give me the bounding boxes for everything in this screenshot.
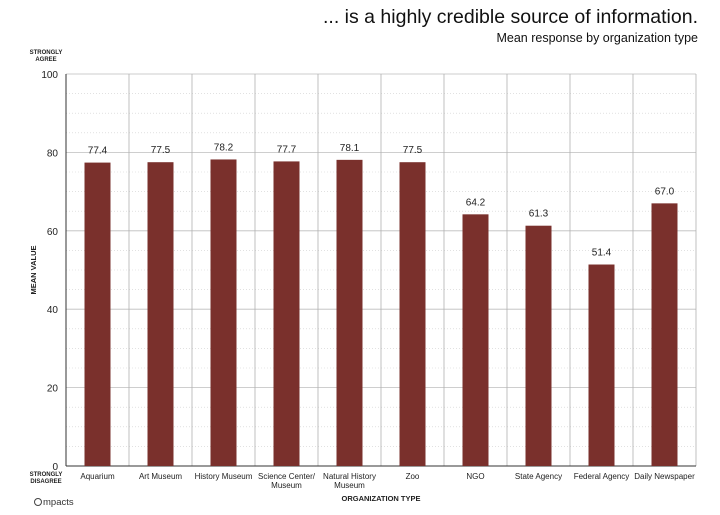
y-top-anchor-label: STRONGLY	[30, 50, 63, 56]
value-label: 61.3	[529, 209, 549, 220]
x-tick-label: History Museum	[195, 472, 253, 481]
y-bottom-anchor-label: DISAGREE	[30, 479, 61, 485]
y-tick-label: 20	[47, 384, 59, 395]
value-label: 77.5	[403, 145, 423, 156]
bar	[210, 159, 237, 466]
y-bottom-anchor-label: STRONGLY	[30, 472, 63, 478]
value-label: 78.1	[340, 143, 360, 154]
bar	[336, 159, 363, 466]
y-tick-label: 60	[47, 227, 59, 238]
x-tick-label: Daily Newspaper	[634, 472, 695, 481]
brand-text: mpacts	[43, 497, 74, 508]
x-tick-label: Science Center/	[258, 472, 316, 481]
bar	[588, 264, 615, 466]
value-label: 78.2	[214, 142, 234, 153]
x-tick-label: Federal Agency	[574, 472, 630, 481]
x-tick-label: Museum	[334, 481, 365, 490]
value-label: 77.4	[88, 146, 108, 157]
y-tick-label: 0	[52, 462, 58, 473]
x-tick-label: Zoo	[406, 472, 420, 481]
y-top-anchor-label: AGREE	[35, 57, 56, 63]
bar	[525, 225, 552, 466]
bar	[273, 161, 300, 466]
x-tick-label: NGO	[466, 472, 484, 481]
bar	[651, 203, 678, 467]
x-tick-label: Museum	[271, 481, 302, 490]
x-tick-label: State Agency	[515, 472, 562, 481]
chart-title: ... is a highly credible source of infor…	[322, 6, 698, 28]
logo-ring-icon	[34, 498, 42, 506]
bar	[462, 214, 489, 466]
value-label: 77.7	[277, 144, 297, 155]
x-axis-title: ORGANIZATION TYPE	[341, 494, 420, 503]
y-tick-label: 80	[47, 148, 59, 159]
bar	[84, 162, 111, 467]
bar	[399, 162, 426, 466]
brand-logo: mpacts	[34, 497, 74, 508]
value-label: 67.0	[655, 186, 675, 197]
value-label: 64.2	[466, 197, 486, 208]
bar	[147, 162, 174, 466]
value-label: 51.4	[592, 248, 612, 259]
x-tick-label: Art Museum	[139, 472, 182, 481]
y-axis-title: MEAN VALUE	[29, 245, 38, 294]
x-tick-label: Aquarium	[80, 472, 115, 481]
y-tick-label: 100	[41, 70, 58, 81]
value-label: 77.5	[151, 145, 171, 156]
x-tick-label: Natural History	[323, 472, 376, 481]
chart-subtitle: Mean response by organization type	[496, 31, 698, 45]
y-tick-label: 40	[47, 305, 59, 316]
